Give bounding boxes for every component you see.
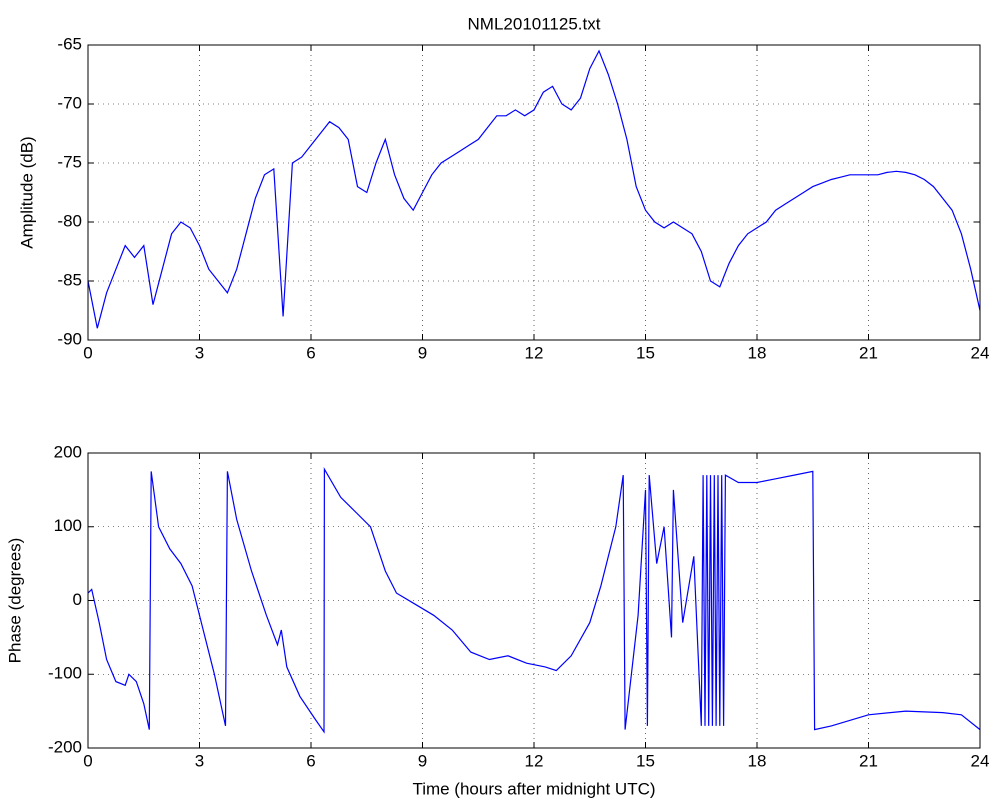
y-tick-label: -80 [57, 211, 82, 230]
x-tick-label: 6 [306, 751, 315, 770]
y-tick-label: -90 [57, 329, 82, 348]
y-axis-label: Phase (degrees) [5, 538, 24, 664]
axes-frame [87, 44, 981, 341]
x-tick-label: 18 [748, 343, 767, 362]
y-tick-label: 0 [73, 590, 82, 609]
x-tick-label: 3 [195, 751, 204, 770]
y-tick-label: -70 [57, 93, 82, 112]
x-tick-label: 6 [306, 343, 315, 362]
data-line [87, 466, 981, 734]
x-tick-label: 15 [636, 343, 655, 362]
data-line [87, 49, 981, 329]
y-axis-label: Amplitude (dB) [17, 136, 36, 248]
y-tick-label: -200 [48, 737, 82, 756]
x-tick-label: 0 [83, 751, 92, 770]
y-tick-label: -75 [57, 152, 82, 171]
y-tick-label: -85 [57, 270, 82, 289]
x-tick-label: 24 [971, 343, 990, 362]
y-tick-label: 100 [54, 516, 82, 535]
x-tick-label: 9 [418, 751, 427, 770]
x-tick-label: 21 [859, 343, 878, 362]
x-tick-label: 15 [636, 751, 655, 770]
x-tick-label: 0 [83, 343, 92, 362]
x-tick-label: 9 [418, 343, 427, 362]
y-tick-label: 200 [54, 442, 82, 461]
axes-frame [87, 452, 981, 749]
x-axis-label: Time (hours after midnight UTC) [412, 779, 655, 798]
x-tick-label: 3 [195, 343, 204, 362]
y-tick-label: -100 [48, 664, 82, 683]
x-tick-label: 18 [748, 751, 767, 770]
x-tick-label: 24 [971, 751, 990, 770]
x-tick-label: 21 [859, 751, 878, 770]
chart-title: NML20101125.txt [468, 14, 601, 33]
x-tick-label: 12 [525, 751, 544, 770]
x-tick-label: 12 [525, 343, 544, 362]
y-tick-label: -65 [57, 34, 82, 53]
